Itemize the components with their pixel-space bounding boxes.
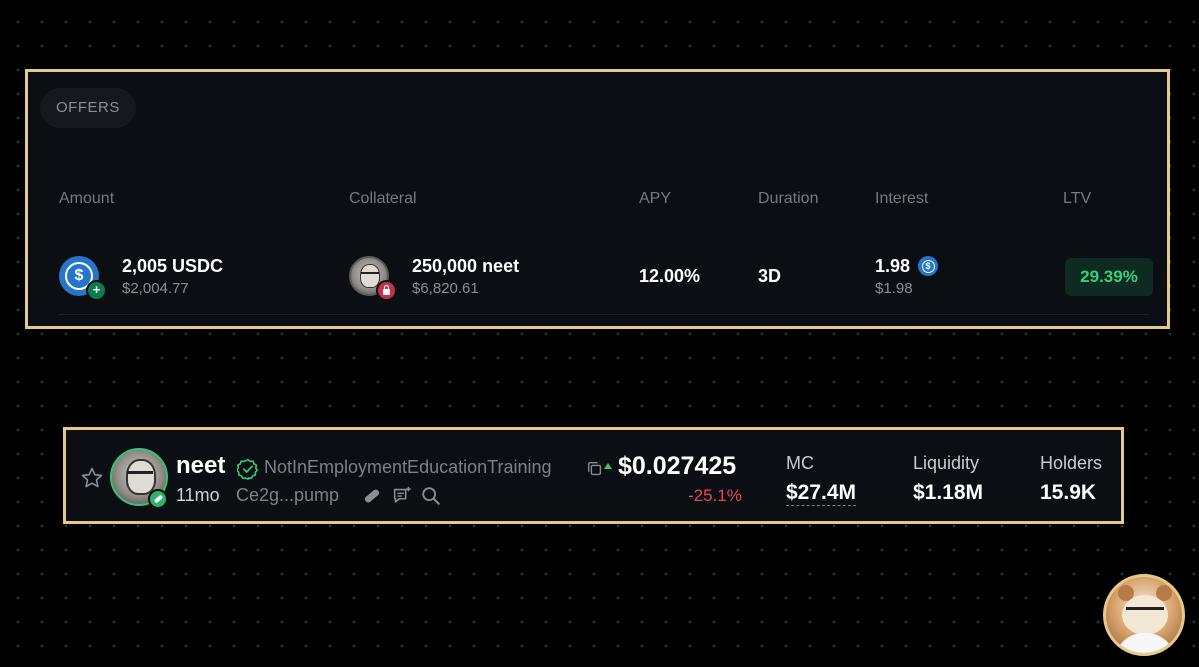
stat-value-liquidity: $1.18M xyxy=(913,481,984,504)
plus-icon: + xyxy=(86,280,107,301)
verified-icon xyxy=(237,458,259,480)
lock-icon xyxy=(376,280,397,301)
up-triangle-icon xyxy=(604,463,612,469)
token-price: $0.027425 xyxy=(618,452,737,480)
token-address[interactable]: Ce2g...pump xyxy=(236,485,340,505)
column-header-interest[interactable]: Interest xyxy=(875,190,929,207)
search-icon[interactable] xyxy=(420,485,442,507)
amount-usd-value: $2,004.77 xyxy=(122,280,189,297)
token-age: 11mo xyxy=(176,485,220,505)
column-header-duration[interactable]: Duration xyxy=(758,190,819,207)
star-icon[interactable] xyxy=(80,466,104,490)
pill-tool-icon[interactable] xyxy=(361,485,383,507)
collateral-value: 250,000 neet xyxy=(412,256,520,276)
duration-value: 3D xyxy=(758,266,782,286)
apy-value: 12.00% xyxy=(639,266,701,286)
column-header-amount[interactable]: Amount xyxy=(59,190,115,207)
usdc-icon: $ xyxy=(59,256,99,296)
interest-usd-value: $1.98 xyxy=(875,280,913,297)
offers-panel: OFFERS Amount Collateral APY Duration In… xyxy=(25,69,1170,329)
comment-icon[interactable] xyxy=(391,485,413,507)
stat-label-mc: MC xyxy=(786,453,814,473)
row-divider xyxy=(58,314,1149,315)
tab-offers[interactable]: OFFERS xyxy=(40,88,136,128)
stat-value-holders: 15.9K xyxy=(1040,481,1097,504)
neet-token-icon xyxy=(349,256,389,296)
collateral-usd-value: $6,820.61 xyxy=(412,280,479,297)
token-avatar xyxy=(110,448,168,506)
column-header-apy[interactable]: APY xyxy=(639,190,672,207)
stat-label-holders: Holders xyxy=(1040,453,1103,473)
amount-value: 2,005 USDC xyxy=(122,256,224,276)
interest-value: 1.98 xyxy=(875,256,911,276)
price-change: -25.1% xyxy=(688,486,742,505)
ltv-badge: 29.39% xyxy=(1065,258,1153,296)
pill-icon xyxy=(148,489,168,509)
stat-value-mc[interactable]: $27.4M xyxy=(786,481,857,506)
token-symbol: neet xyxy=(176,452,226,479)
copy-icon[interactable] xyxy=(586,460,604,478)
token-header-bar: neet NotInEmploymentEducationTraining 11… xyxy=(63,427,1124,524)
stat-label-liquidity: Liquidity xyxy=(913,453,980,473)
column-header-collateral[interactable]: Collateral xyxy=(349,190,417,207)
usdc-small-icon: $ xyxy=(918,256,938,276)
column-header-ltv[interactable]: LTV xyxy=(1063,190,1092,207)
token-full-name: NotInEmploymentEducationTraining xyxy=(264,457,552,477)
profile-avatar xyxy=(1103,574,1185,656)
